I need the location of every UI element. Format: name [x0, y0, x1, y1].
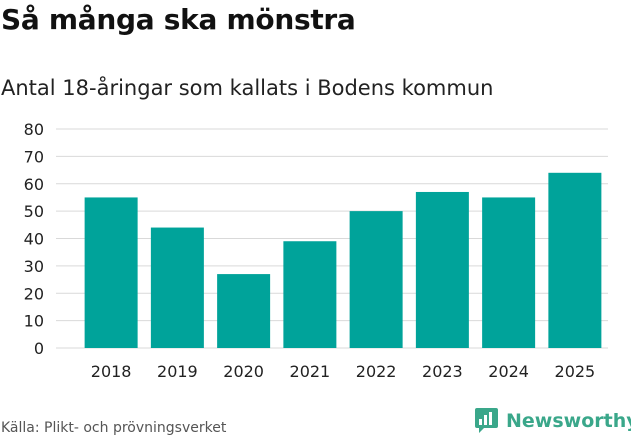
y-tick-label: 40 — [24, 230, 44, 249]
brand-name: Newsworthy — [506, 409, 631, 432]
chart-title: Så många ska mönstra — [1, 3, 356, 36]
bar-2022 — [349, 211, 403, 348]
x-tick-label: 2018 — [91, 362, 132, 381]
y-tick-label: 50 — [24, 202, 44, 221]
x-tick-label: 2021 — [290, 362, 331, 381]
x-axis-ticks: 2018 2019 2020 2021 2022 2023 2024 2025 — [91, 362, 595, 381]
bar-2020 — [217, 274, 271, 348]
x-tick-label: 2019 — [157, 362, 198, 381]
source-note: Källa: Plikt- och prövningsverket — [1, 420, 227, 436]
y-tick-label: 10 — [24, 312, 44, 331]
bars — [84, 172, 602, 348]
newsworthy-logo-icon — [475, 408, 498, 433]
y-tick-label: 30 — [24, 257, 44, 276]
bar-2023 — [415, 191, 469, 348]
bar-2019 — [150, 227, 204, 348]
bar-2018 — [84, 197, 138, 348]
y-tick-label: 0 — [34, 339, 44, 358]
x-tick-label: 2022 — [356, 362, 397, 381]
y-tick-label: 20 — [24, 284, 44, 303]
y-axis-ticks: 0 10 20 30 40 50 60 70 80 — [24, 120, 44, 358]
x-tick-label: 2025 — [555, 362, 596, 381]
bar-2021 — [283, 241, 337, 348]
y-tick-label: 70 — [24, 147, 44, 166]
x-tick-label: 2023 — [422, 362, 463, 381]
y-tick-label: 60 — [24, 175, 44, 194]
brand: Newsworthy — [474, 407, 631, 434]
bar-2024 — [482, 197, 536, 348]
x-tick-label: 2024 — [488, 362, 529, 381]
bar-2025 — [548, 172, 602, 348]
x-tick-label: 2020 — [223, 362, 264, 381]
chart-subtitle: Antal 18-åringar som kallats i Bodens ko… — [1, 76, 494, 100]
y-tick-label: 80 — [24, 120, 44, 139]
